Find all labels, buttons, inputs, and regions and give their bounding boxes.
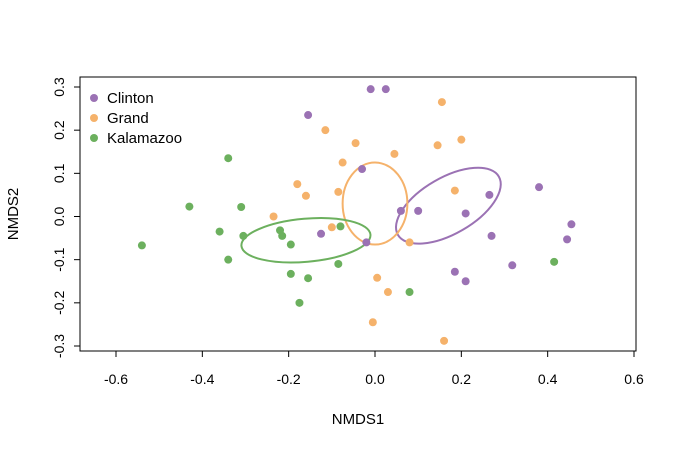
legend-marker-kalamazoo bbox=[90, 134, 98, 142]
legend-label-kalamazoo: Kalamazoo bbox=[107, 130, 182, 147]
point-clinton bbox=[535, 183, 544, 192]
point-grand bbox=[440, 336, 449, 345]
point-kalamazoo bbox=[224, 255, 233, 264]
x-tick-label: -0.4 bbox=[190, 371, 214, 387]
point-kalamazoo bbox=[304, 274, 313, 283]
legend-marker-grand bbox=[90, 114, 98, 122]
legend-label-grand: Grand bbox=[107, 110, 149, 127]
x-tick-label: -0.6 bbox=[104, 371, 128, 387]
x-tick-label: -0.2 bbox=[277, 371, 301, 387]
y-tick-label: 0.1 bbox=[51, 163, 67, 183]
y-tick-label: -0.3 bbox=[51, 334, 67, 358]
ellipse-clinton bbox=[395, 166, 502, 245]
point-grand bbox=[390, 149, 399, 158]
point-grand bbox=[351, 139, 360, 148]
x-axis-label: NMDS1 bbox=[332, 411, 385, 428]
data-points bbox=[137, 85, 576, 345]
y-tick-label: 0.2 bbox=[51, 120, 67, 140]
point-grand bbox=[269, 212, 278, 221]
point-grand bbox=[321, 126, 330, 135]
point-kalamazoo bbox=[185, 202, 194, 211]
point-grand bbox=[405, 238, 414, 247]
y-tick-label: 0.3 bbox=[51, 77, 67, 97]
point-clinton bbox=[485, 190, 494, 199]
point-kalamazoo bbox=[237, 203, 246, 212]
x-tick-label: 0.2 bbox=[452, 371, 472, 387]
plot-frame bbox=[79, 76, 637, 352]
point-kalamazoo bbox=[278, 231, 287, 240]
point-clinton bbox=[567, 220, 576, 229]
point-clinton bbox=[563, 235, 572, 244]
point-kalamazoo bbox=[405, 288, 414, 297]
y-tick-label: -0.2 bbox=[51, 291, 67, 315]
point-grand bbox=[334, 187, 343, 196]
point-clinton bbox=[304, 111, 313, 120]
point-clinton bbox=[358, 165, 367, 174]
point-grand bbox=[433, 141, 442, 150]
point-kalamazoo bbox=[137, 241, 146, 250]
point-grand bbox=[338, 158, 347, 167]
point-grand bbox=[437, 98, 446, 107]
point-clinton bbox=[381, 85, 390, 94]
point-grand bbox=[368, 318, 377, 327]
x-tick-label: 0.0 bbox=[365, 371, 385, 387]
point-grand bbox=[373, 273, 382, 282]
y-tick-label: -0.1 bbox=[51, 247, 67, 271]
point-clinton bbox=[450, 267, 459, 276]
legend: Clinton Grand Kalamazoo bbox=[90, 90, 182, 147]
point-kalamazoo bbox=[239, 231, 248, 240]
x-axis: -0.6 -0.4 -0.2 0.0 0.2 0.4 0.6 bbox=[104, 350, 644, 387]
point-grand bbox=[327, 223, 336, 232]
point-kalamazoo bbox=[334, 259, 343, 268]
point-grand bbox=[457, 135, 466, 144]
point-clinton bbox=[487, 231, 496, 240]
point-clinton bbox=[317, 229, 326, 238]
point-kalamazoo bbox=[336, 222, 345, 231]
point-grand bbox=[301, 191, 310, 200]
ellipse-grand bbox=[341, 161, 409, 246]
point-grand bbox=[383, 288, 392, 297]
y-axis-label: NMDS2 bbox=[5, 188, 22, 241]
point-clinton bbox=[414, 206, 423, 215]
point-kalamazoo bbox=[286, 240, 295, 249]
point-clinton bbox=[461, 209, 470, 218]
point-kalamazoo bbox=[224, 154, 233, 163]
legend-marker-clinton bbox=[90, 94, 98, 102]
point-grand bbox=[450, 186, 459, 195]
point-clinton bbox=[366, 85, 375, 94]
point-kalamazoo bbox=[550, 257, 559, 266]
point-kalamazoo bbox=[215, 227, 224, 236]
point-kalamazoo bbox=[286, 269, 295, 278]
point-clinton bbox=[396, 206, 405, 215]
y-tick-label: 0.0 bbox=[51, 207, 67, 227]
x-tick-label: 0.4 bbox=[538, 371, 558, 387]
point-kalamazoo bbox=[295, 298, 304, 307]
y-axis: -0.3 -0.2 -0.1 0.0 0.1 0.2 0.3 bbox=[51, 77, 81, 358]
point-clinton bbox=[362, 238, 371, 247]
confidence-ellipses bbox=[240, 161, 502, 264]
x-tick-label: 0.6 bbox=[624, 371, 644, 387]
point-grand bbox=[293, 180, 302, 189]
ellipse-kalamazoo bbox=[240, 217, 372, 264]
point-clinton bbox=[508, 261, 517, 270]
legend-label-clinton: Clinton bbox=[107, 90, 154, 107]
point-clinton bbox=[461, 277, 470, 286]
